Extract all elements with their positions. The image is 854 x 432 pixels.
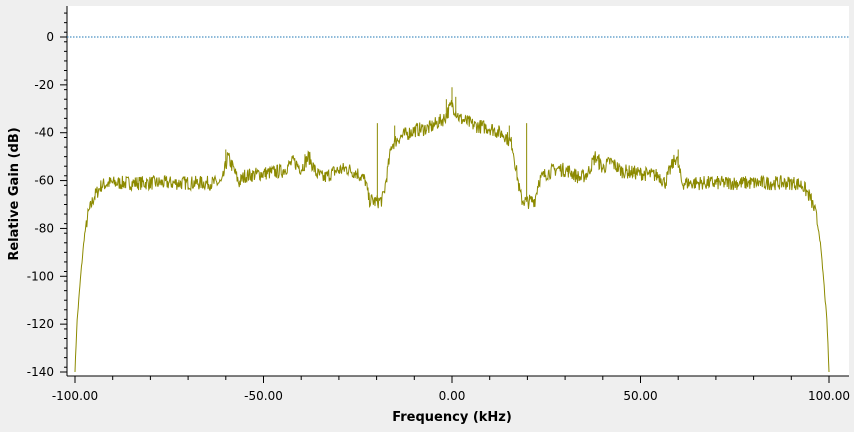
x-tick-label: 100.00 [808, 389, 850, 403]
y-tick-label: -60 [34, 174, 54, 188]
x-tick-label: 50.00 [623, 389, 657, 403]
y-tick-label: 0 [46, 30, 54, 44]
x-axis-title: Frequency (kHz) [392, 410, 512, 425]
y-tick-label: -120 [27, 317, 54, 331]
spectrum-trace-line [74, 100, 830, 373]
x-tick-label: -100.00 [52, 389, 98, 403]
plot-canvas [67, 6, 849, 376]
y-tick-label: -20 [34, 78, 54, 92]
y-tick-label: -140 [27, 365, 54, 379]
y-tick-label: -40 [34, 126, 54, 140]
y-tick-label: -80 [34, 221, 54, 235]
y-tick-label: -100 [27, 269, 54, 283]
x-tick-label: -50.00 [244, 389, 283, 403]
x-tick-label: 0.00 [439, 389, 466, 403]
y-axis-title: Relative Gain (dB) [7, 127, 22, 260]
